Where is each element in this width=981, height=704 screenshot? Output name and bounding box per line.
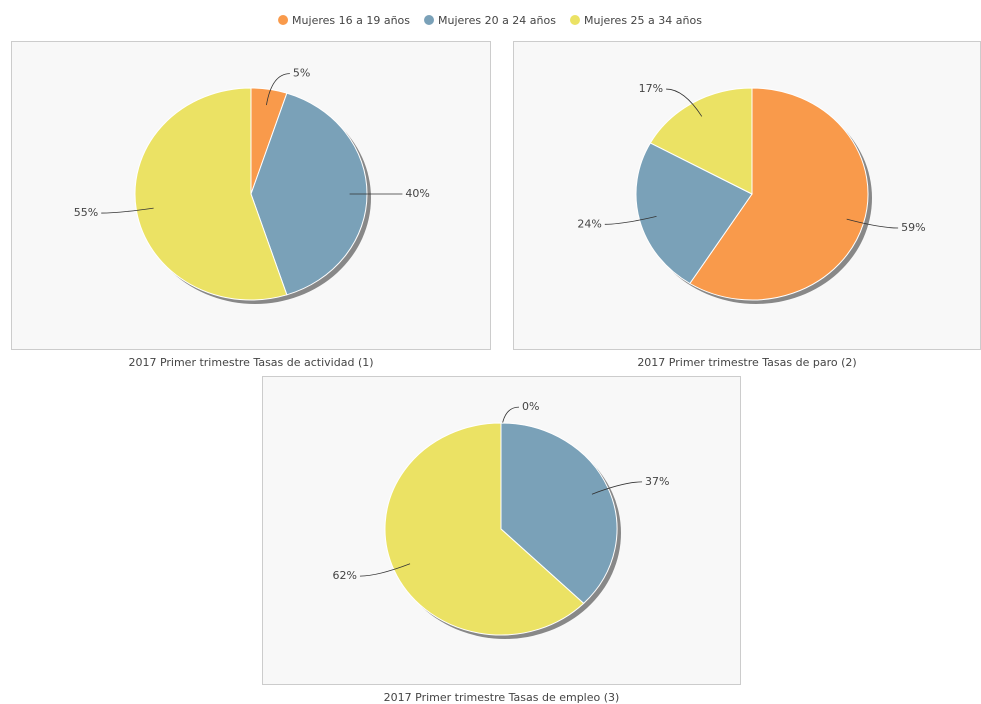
legend-label: Mujeres 25 a 34 años [584,14,702,27]
data-label: 55% [74,206,98,219]
data-label: 5% [293,67,310,80]
data-label: 37% [645,475,669,488]
label-connector [846,218,899,229]
label-connector [266,73,290,106]
legend-marker [278,15,289,25]
legend-label: Mujeres 16 a 19 años [292,14,410,27]
pie-slice [649,87,753,195]
data-label: 0% [522,400,539,413]
data-label: 62% [333,569,357,582]
data-label: 59% [901,221,925,234]
pie-slice [500,422,618,605]
label-connector [591,481,643,495]
chart-title: 2017 Primer trimestre Tasas de actividad… [128,356,373,369]
data-label: 17% [639,82,663,95]
legend-marker [569,15,580,25]
label-connector [359,563,411,577]
label-connector [101,207,154,214]
label-connector [604,216,657,225]
chart-title: 2017 Primer trimestre Tasas de paro (2) [637,356,856,369]
pie-slice [384,422,585,636]
legend-marker [424,15,435,25]
label-connector [666,88,703,117]
data-label: 24% [577,217,601,230]
chart-title: 2017 Primer trimestre Tasas de empleo (3… [384,691,620,704]
data-label: 40% [405,187,429,200]
legend-label: Mujeres 20 a 24 años [438,14,556,27]
